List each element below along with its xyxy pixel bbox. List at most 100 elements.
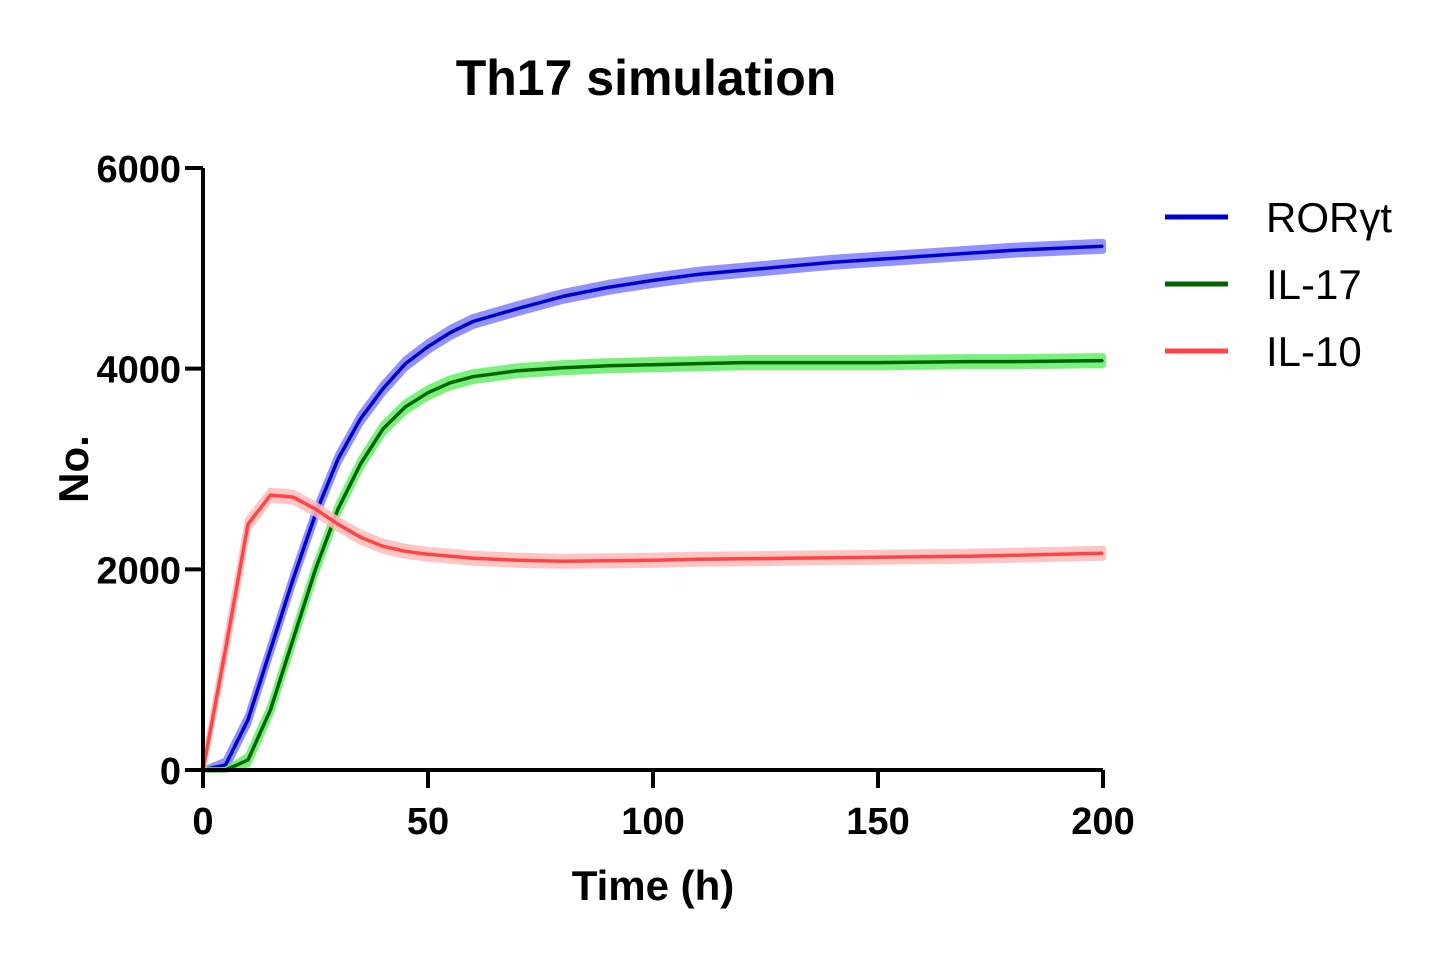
data-point	[382, 428, 384, 430]
data-point	[697, 273, 699, 276]
data-point	[1057, 360, 1059, 362]
data-point	[607, 286, 609, 289]
data-point	[427, 345, 429, 348]
x-tick-label: 150	[846, 801, 909, 843]
data-point	[449, 331, 452, 334]
data-point	[404, 550, 407, 553]
data-point	[427, 553, 429, 556]
y-tick-label: 2000	[96, 550, 181, 592]
data-point	[877, 556, 879, 559]
x-tick-label: 200	[1071, 801, 1134, 843]
data-point	[742, 269, 744, 272]
data-point	[1012, 360, 1014, 363]
data-point	[922, 255, 924, 258]
chart-title: Th17 simulation	[456, 50, 837, 106]
data-point	[787, 265, 789, 268]
data-point	[922, 361, 924, 363]
series-2	[200, 487, 1106, 773]
data-point	[382, 387, 384, 390]
legend-label: RORγt	[1266, 194, 1392, 241]
data-point	[269, 494, 272, 496]
data-point	[449, 381, 452, 384]
y-tick-label: 0	[160, 751, 181, 793]
data-point	[472, 375, 474, 378]
data-point	[562, 295, 564, 298]
data-point	[742, 557, 744, 560]
data-point	[247, 523, 249, 525]
data-point	[404, 362, 407, 365]
data-point	[224, 764, 227, 766]
data-point	[1012, 554, 1014, 557]
data-point	[517, 559, 519, 562]
data-point	[967, 252, 969, 255]
data-point	[1102, 245, 1104, 248]
data-point	[652, 559, 654, 562]
data-point	[832, 361, 834, 364]
data-point	[832, 556, 834, 559]
data-point	[967, 555, 969, 558]
legend-item: IL-10	[1165, 328, 1362, 375]
data-point	[269, 648, 272, 651]
data-point	[652, 363, 654, 366]
y-tick-label: 6000	[96, 149, 181, 191]
x-axis-label: Time (h)	[572, 862, 735, 909]
data-point	[359, 463, 362, 465]
data-point	[359, 418, 362, 420]
data-point	[967, 360, 969, 363]
data-point	[269, 709, 272, 711]
data-point	[877, 361, 879, 364]
data-point	[337, 458, 339, 460]
data-point	[292, 578, 294, 581]
data-point	[562, 366, 564, 369]
x-tick-label: 100	[621, 801, 684, 843]
ticks: 0 2000 4000 6000 0 50 100 150 200	[96, 149, 1134, 843]
data-point	[607, 364, 609, 367]
data-point	[314, 568, 317, 571]
x-tick-label: 50	[407, 801, 449, 843]
data-point	[382, 545, 384, 548]
data-point	[1057, 553, 1059, 556]
data-point	[562, 560, 564, 563]
data-point	[652, 279, 654, 282]
data-point	[472, 557, 474, 560]
data-point	[877, 258, 879, 261]
data-point	[247, 719, 249, 721]
data-point	[787, 557, 789, 560]
series-line	[201, 493, 1104, 771]
data-point	[787, 361, 789, 364]
y-tick-label: 4000	[96, 350, 181, 392]
x-tick-label: 0	[192, 801, 213, 843]
series-band	[200, 487, 1106, 773]
data-point	[247, 759, 249, 761]
data-point	[1012, 249, 1014, 252]
legend: RORγt IL-17 IL-10	[1165, 194, 1392, 375]
data-point	[359, 536, 362, 539]
data-point	[517, 369, 519, 372]
legend-item: IL-17	[1165, 261, 1362, 308]
data-point	[292, 496, 294, 498]
data-point	[472, 320, 474, 323]
data-point	[832, 261, 834, 264]
data-point	[337, 508, 339, 510]
data-point	[292, 638, 294, 641]
data-point	[449, 555, 452, 558]
y-axis-label: No.	[50, 435, 97, 503]
series-1	[200, 353, 1106, 773]
data-point	[697, 558, 699, 561]
data-point	[337, 523, 339, 525]
data-point	[1102, 552, 1104, 555]
legend-label: IL-17	[1266, 261, 1362, 308]
data-point	[427, 391, 429, 394]
data-point	[517, 307, 519, 310]
legend-item: RORγt	[1165, 194, 1392, 241]
legend-label: IL-10	[1266, 328, 1362, 375]
data-point	[224, 648, 227, 651]
data-point	[697, 362, 699, 365]
series-0	[200, 238, 1106, 773]
data-point	[922, 555, 924, 558]
series-layer	[200, 238, 1106, 773]
data-point	[607, 560, 609, 562]
data-point	[314, 508, 317, 510]
data-point	[742, 361, 744, 364]
